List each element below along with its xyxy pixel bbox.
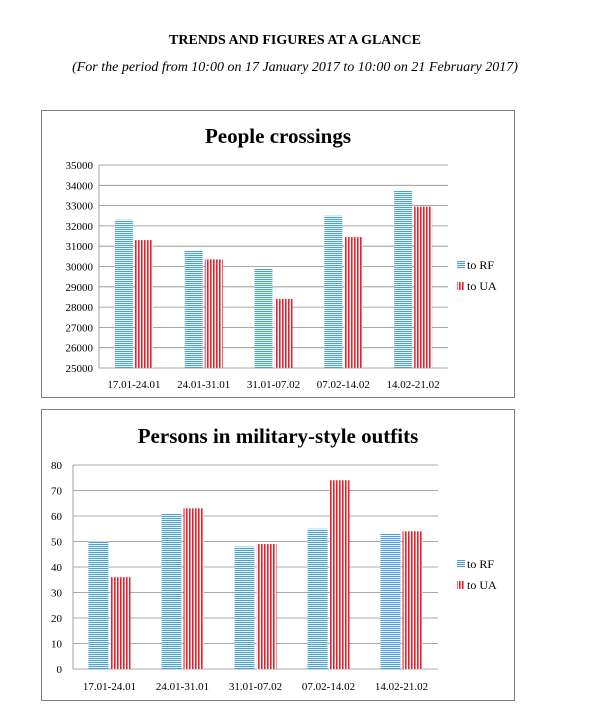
legend-swatch	[457, 282, 465, 290]
y-tick-label: 26000	[66, 343, 94, 355]
bar-to-rf	[114, 219, 133, 368]
legend-label: to RF	[467, 557, 494, 571]
x-tick-label: 14.02-21.02	[375, 681, 428, 693]
legend-swatch	[457, 261, 465, 269]
bar-to-ua	[329, 480, 350, 669]
military-outfits-chart-svg: Persons in military-style outfits 0 10 20 30…	[51, 424, 497, 693]
y-tick-label: 20	[51, 613, 63, 625]
bar-to-ua	[110, 577, 131, 669]
chart-title: Persons in military-style outfits	[138, 424, 419, 448]
y-tick-label: 10	[51, 639, 63, 651]
bar-to-rf	[184, 250, 203, 368]
x-tick-label: 17.01-24.01	[107, 379, 160, 391]
legend-to-rf: to RF	[457, 557, 494, 571]
y-tick-label: 80	[51, 460, 63, 472]
legend-to-rf: to RF	[457, 258, 494, 272]
chart-title: People crossings	[205, 124, 351, 148]
bar-to-rf	[307, 528, 328, 669]
y-tick-label: 35000	[66, 160, 94, 172]
x-tick-label: 07.02-14.02	[317, 379, 370, 391]
legend-label: to UA	[467, 578, 497, 592]
y-tick-label: 25000	[66, 363, 94, 375]
y-tick-label: 33000	[66, 201, 94, 213]
y-tick-label: 29000	[66, 282, 94, 294]
bar-to-ua	[414, 206, 433, 368]
y-tick-label: 31000	[66, 241, 94, 253]
legend-to-ua: to UA	[457, 279, 497, 293]
x-tick-label: 31.01-07.02	[229, 681, 282, 693]
legend-label: to RF	[467, 258, 494, 272]
people-crossings-chart-svg: People crossings 25000 26000 27000 28000 2900…	[66, 124, 498, 391]
people-crossings-chart: People crossings 25000 26000 27000 28000 2900…	[41, 110, 515, 398]
military-outfits-chart: Persons in military-style outfits 0 10 20 30…	[41, 409, 515, 701]
page-title: TRENDS AND FIGURES AT A GLANCE	[169, 33, 421, 48]
bar-to-ua	[402, 531, 423, 669]
bar-to-rf	[161, 513, 182, 669]
page-subtitle: (For the period from 10:00 on 17 January…	[72, 60, 518, 75]
y-tick-label: 50	[51, 537, 63, 549]
bar-to-ua	[134, 240, 153, 368]
legend-label: to UA	[467, 279, 497, 293]
x-tick-label: 24.01-31.01	[177, 379, 230, 391]
bar-to-ua	[344, 237, 363, 368]
x-tick-label: 31.01-07.02	[247, 379, 300, 391]
y-tick-label: 40	[51, 562, 63, 574]
y-tick-label: 32000	[66, 221, 94, 233]
bar-to-rf	[380, 533, 401, 669]
y-tick-label: 28000	[66, 302, 94, 314]
bar-to-rf	[394, 190, 413, 368]
bar-to-ua	[183, 508, 204, 669]
bar-to-rf	[324, 215, 343, 368]
y-tick-label: 34000	[66, 180, 94, 192]
bar-to-rf	[254, 268, 273, 368]
legend-swatch	[457, 560, 465, 568]
y-tick-label: 0	[57, 664, 63, 676]
x-tick-label: 24.01-31.01	[156, 681, 209, 693]
x-tick-label: 17.01-24.01	[83, 681, 136, 693]
x-tick-label: 07.02-14.02	[302, 681, 355, 693]
bar-to-rf	[234, 546, 255, 669]
y-tick-label: 30	[51, 588, 63, 600]
bar-to-rf	[88, 541, 109, 669]
y-tick-label: 27000	[66, 322, 94, 334]
x-tick-label: 14.02-21.02	[387, 379, 440, 391]
y-tick-label: 70	[51, 486, 63, 498]
legend-to-ua: to UA	[457, 578, 497, 592]
y-tick-label: 60	[51, 511, 63, 523]
bar-to-ua	[274, 298, 293, 368]
bar-to-ua	[256, 544, 277, 669]
y-tick-label: 30000	[66, 262, 94, 274]
bar-to-ua	[204, 259, 223, 368]
legend-swatch	[457, 581, 465, 589]
